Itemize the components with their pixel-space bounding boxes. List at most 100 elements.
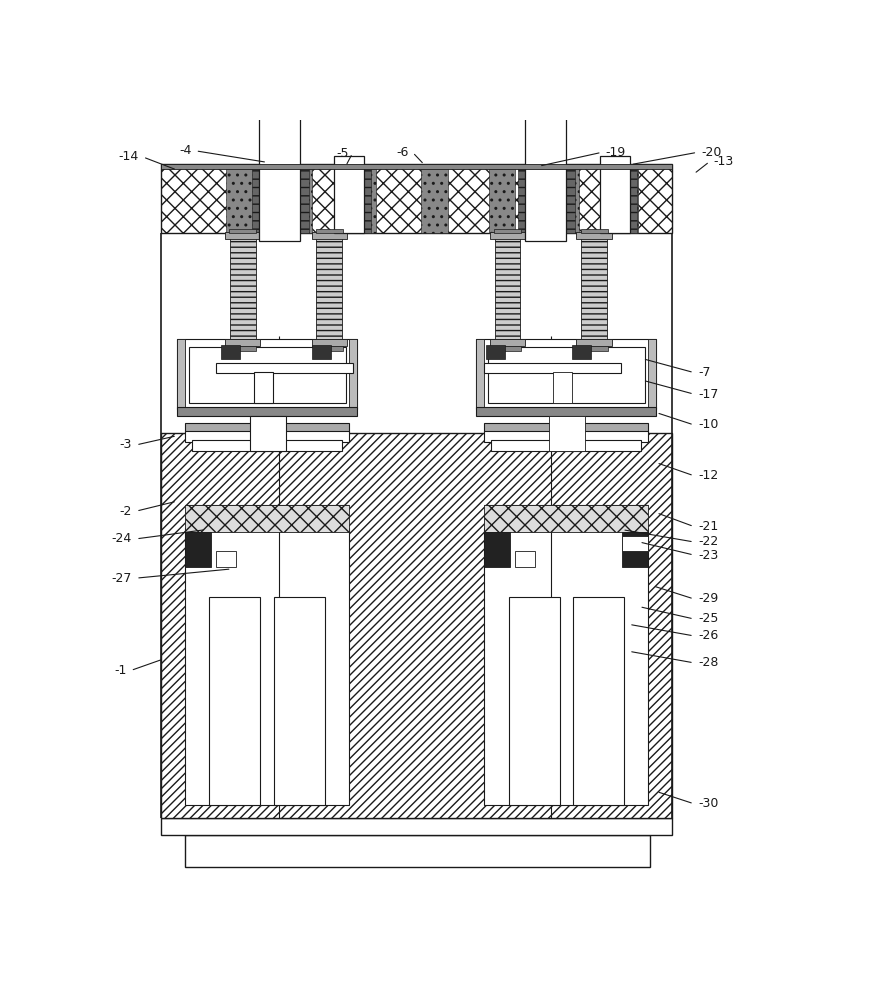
Bar bbox=[485, 431, 648, 442]
Bar bbox=[161, 818, 672, 835]
Bar bbox=[494, 235, 521, 339]
Bar bbox=[485, 345, 505, 359]
Bar bbox=[230, 235, 255, 339]
Bar bbox=[485, 423, 648, 433]
Bar bbox=[612, 164, 638, 233]
Bar bbox=[488, 347, 645, 403]
Text: -26: -26 bbox=[698, 629, 718, 642]
Text: -23: -23 bbox=[698, 549, 718, 562]
Bar bbox=[192, 440, 342, 451]
Bar bbox=[274, 597, 325, 805]
Bar bbox=[315, 229, 343, 233]
Bar bbox=[576, 232, 612, 239]
Bar bbox=[259, 91, 300, 241]
Bar bbox=[185, 423, 349, 433]
Text: -25: -25 bbox=[698, 612, 718, 625]
Bar bbox=[189, 347, 345, 403]
Bar bbox=[648, 339, 656, 409]
Bar bbox=[229, 346, 256, 351]
Bar bbox=[300, 164, 309, 233]
Bar bbox=[573, 597, 625, 805]
Bar bbox=[161, 164, 672, 169]
Text: -2: -2 bbox=[120, 505, 132, 518]
Bar bbox=[185, 431, 349, 442]
Bar bbox=[315, 346, 343, 351]
Bar bbox=[185, 835, 649, 867]
Bar bbox=[490, 339, 525, 346]
Bar bbox=[216, 363, 352, 373]
Bar bbox=[494, 346, 522, 351]
Bar bbox=[177, 339, 358, 409]
Bar bbox=[161, 433, 672, 818]
Bar bbox=[225, 232, 261, 239]
Text: -1: -1 bbox=[115, 664, 127, 677]
Bar bbox=[549, 416, 585, 451]
Text: -24: -24 bbox=[112, 532, 132, 545]
Bar bbox=[225, 339, 261, 346]
Bar bbox=[185, 528, 349, 805]
Bar bbox=[421, 164, 448, 233]
Text: -14: -14 bbox=[119, 150, 139, 163]
Bar bbox=[254, 372, 272, 403]
Bar bbox=[316, 235, 342, 339]
Bar bbox=[177, 407, 358, 416]
Bar bbox=[161, 164, 672, 233]
Bar bbox=[491, 440, 641, 451]
Bar bbox=[576, 339, 612, 346]
Bar bbox=[509, 597, 560, 805]
Bar bbox=[250, 416, 285, 451]
Bar bbox=[363, 164, 371, 233]
Bar bbox=[229, 229, 256, 233]
Text: -6: -6 bbox=[396, 146, 409, 159]
Bar bbox=[209, 597, 260, 805]
Text: -29: -29 bbox=[698, 592, 718, 605]
Bar bbox=[581, 235, 607, 339]
Bar bbox=[285, 164, 312, 233]
Text: -4: -4 bbox=[179, 144, 191, 157]
Bar bbox=[518, 164, 527, 233]
Text: -30: -30 bbox=[698, 797, 718, 810]
Text: -19: -19 bbox=[606, 146, 626, 159]
Bar bbox=[581, 346, 608, 351]
Bar bbox=[622, 536, 648, 551]
Bar bbox=[312, 345, 331, 359]
Bar bbox=[622, 532, 648, 567]
Bar bbox=[216, 551, 236, 567]
Bar bbox=[485, 363, 621, 373]
Text: -28: -28 bbox=[698, 656, 718, 669]
Text: -21: -21 bbox=[698, 520, 718, 533]
Bar bbox=[348, 164, 376, 233]
Bar bbox=[476, 407, 656, 416]
Bar bbox=[185, 532, 211, 567]
Bar bbox=[185, 505, 349, 532]
Bar bbox=[490, 232, 525, 239]
Bar bbox=[312, 232, 347, 239]
Bar bbox=[485, 505, 648, 532]
Text: -17: -17 bbox=[698, 388, 718, 401]
Bar bbox=[476, 339, 656, 409]
Bar bbox=[494, 229, 522, 233]
Bar bbox=[349, 339, 358, 409]
Bar bbox=[485, 532, 510, 567]
Text: -12: -12 bbox=[698, 469, 718, 482]
Text: -22: -22 bbox=[698, 535, 718, 548]
Bar bbox=[476, 339, 485, 409]
Bar bbox=[551, 164, 579, 233]
Bar bbox=[573, 345, 591, 359]
Bar bbox=[552, 372, 572, 403]
Bar bbox=[334, 156, 364, 233]
Bar bbox=[177, 339, 185, 409]
Text: -13: -13 bbox=[714, 155, 734, 168]
Bar bbox=[221, 345, 240, 359]
Bar bbox=[600, 156, 631, 233]
Text: -7: -7 bbox=[698, 366, 710, 379]
Text: -3: -3 bbox=[120, 438, 132, 451]
Bar bbox=[566, 164, 575, 233]
Bar bbox=[489, 164, 515, 233]
Bar bbox=[226, 164, 254, 233]
Bar bbox=[581, 229, 608, 233]
Text: -27: -27 bbox=[112, 572, 132, 585]
Text: -5: -5 bbox=[336, 147, 348, 160]
Bar bbox=[515, 551, 536, 567]
Text: -10: -10 bbox=[698, 418, 718, 431]
